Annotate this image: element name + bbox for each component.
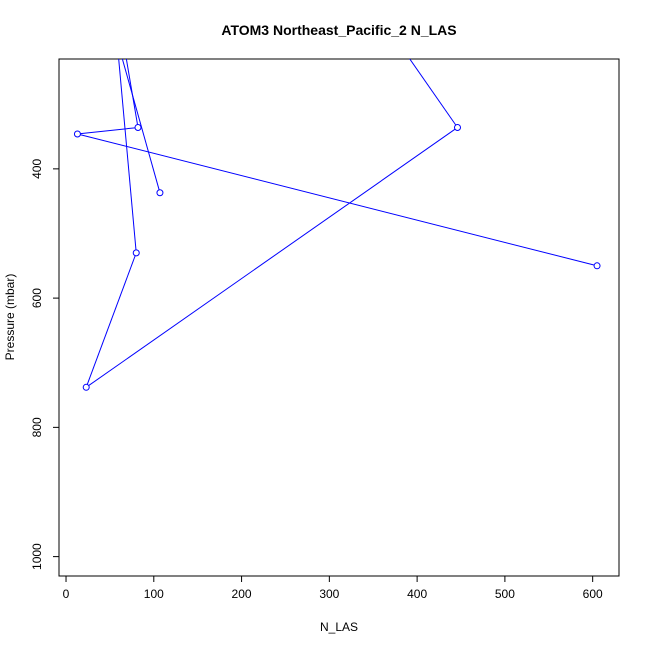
series-layer (80, 59, 595, 386)
x-tick-label: 600 (583, 587, 603, 601)
series-segment (121, 59, 160, 190)
series-segment (80, 134, 595, 266)
series-segment (80, 127, 135, 135)
data-point-marker (593, 262, 601, 270)
x-tick-label: 200 (232, 587, 252, 601)
y-tick-label: 1000 (30, 543, 44, 570)
x-tick-label: 0 (63, 587, 70, 601)
plot-frame (58, 58, 620, 577)
y-axis-label: Pressure (mbar) (3, 274, 17, 361)
series-segment (125, 59, 138, 125)
data-point-marker (134, 124, 142, 132)
marker-layer (73, 124, 601, 391)
x-tick-label: 100 (144, 587, 164, 601)
data-point-marker (453, 124, 461, 132)
data-point-marker (156, 189, 164, 197)
series-segment (409, 59, 457, 126)
x-tick-label: 500 (495, 587, 515, 601)
x-axis: 0 100 200 300 400 500 600 (63, 575, 603, 601)
data-point-marker (82, 383, 90, 391)
y-tick-label: 800 (30, 417, 44, 437)
chart-title: ATOM3 Northeast_Pacific_2 N_LAS (221, 22, 456, 38)
y-axis: 400 600 800 1000 (30, 159, 60, 570)
x-axis-label: N_LAS (320, 620, 358, 634)
x-tick-label: 400 (407, 587, 427, 601)
y-tick-label: 400 (30, 159, 44, 179)
series-segment (118, 59, 137, 250)
data-point-marker (132, 249, 140, 257)
x-tick-label: 300 (319, 587, 339, 601)
series-segment (88, 128, 456, 386)
data-point-marker (73, 130, 81, 138)
y-tick-label: 600 (30, 288, 44, 308)
series-segment (86, 255, 136, 385)
